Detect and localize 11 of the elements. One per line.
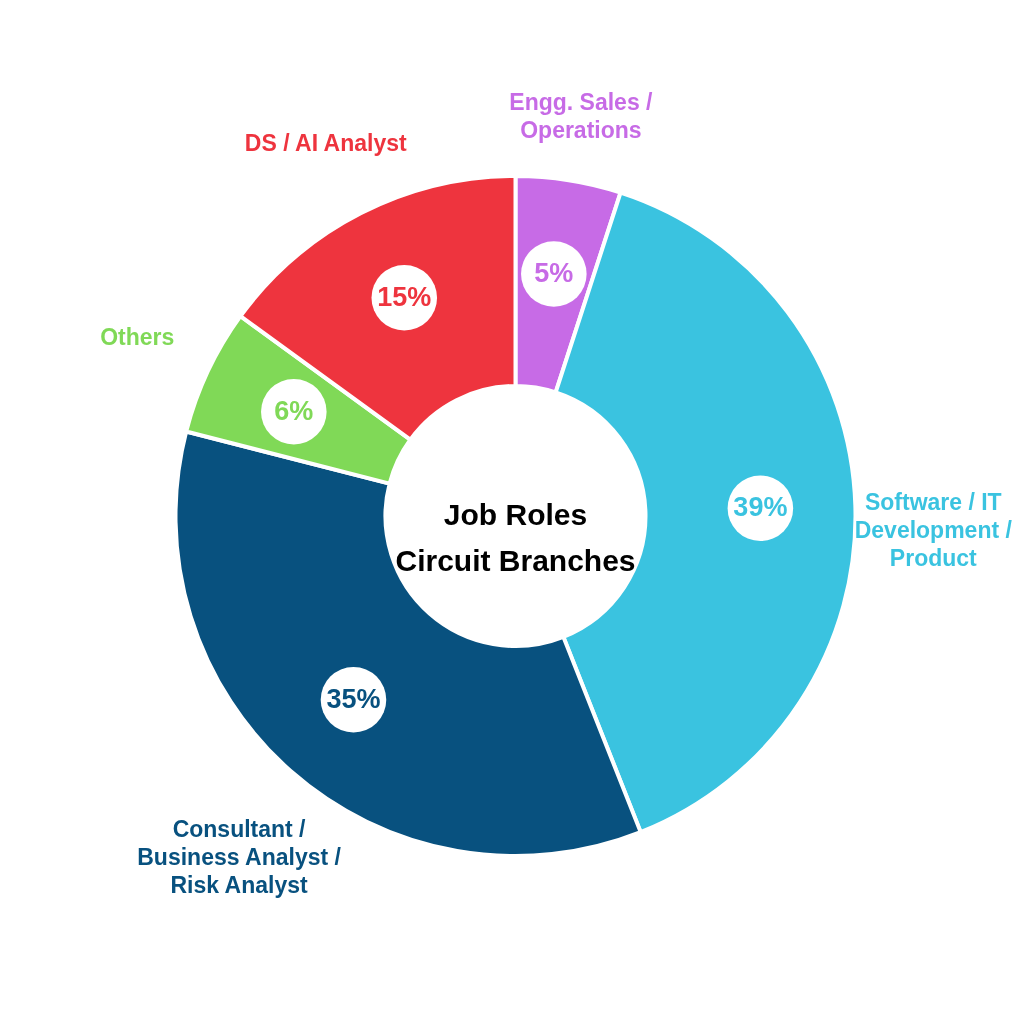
data-label: 35% xyxy=(326,683,381,714)
data-label: 39% xyxy=(733,492,788,523)
data-label: 15% xyxy=(377,281,432,312)
slice-label: Others xyxy=(100,324,175,351)
text: Job Roles Circuit Branches xyxy=(395,498,636,577)
slice-label: DS / AI Analyst xyxy=(244,129,408,156)
slice-label: Software / IT Development / Product xyxy=(854,488,1013,571)
data-label: 5% xyxy=(534,258,574,289)
slice-label: Consultant / Business Analyst / Risk Analyst xyxy=(137,815,342,898)
slice-label: Engg. Sales / Operations xyxy=(509,89,654,144)
data-label: 6% xyxy=(274,395,314,426)
